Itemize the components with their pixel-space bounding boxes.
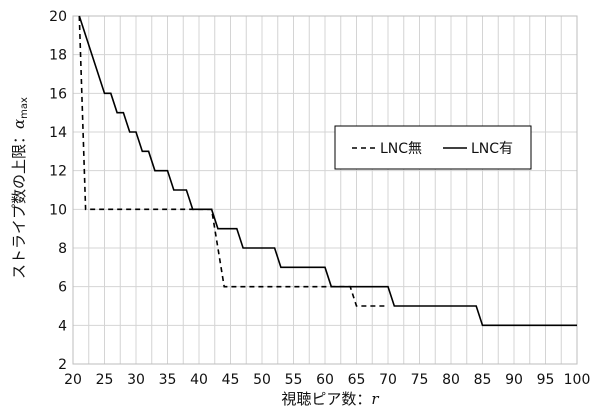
series-line-lnc-mu xyxy=(78,15,388,307)
y-tick-label: 8 xyxy=(58,241,67,257)
x-tick-label: 80 xyxy=(442,372,460,388)
y-tick-label: 18 xyxy=(49,48,67,64)
y-axis-label-sub: max xyxy=(19,97,30,119)
x-tick-label: 60 xyxy=(316,372,334,388)
legend: LNC無 LNC有 xyxy=(334,125,532,170)
x-tick-label: 65 xyxy=(348,372,366,388)
x-axis-label-var: r xyxy=(371,390,379,408)
x-axis-ticks: 20 25 30 35 40 45 50 55 60 65 70 75 80 85 90 95 100 xyxy=(64,372,590,388)
y-axis-ticks: 2 4 6 8 10 12 14 16 18 20 xyxy=(49,9,67,373)
y-tick-label: 4 xyxy=(58,318,67,334)
x-tick-label: 75 xyxy=(411,372,429,388)
x-tick-label: 30 xyxy=(127,372,145,388)
x-tick-label: 50 xyxy=(253,372,271,388)
legend-label-lnc-mu: LNC無 xyxy=(380,141,422,157)
y-tick-label: 10 xyxy=(49,202,67,218)
x-tick-label: 90 xyxy=(505,372,523,388)
x-tick-label: 45 xyxy=(222,372,240,388)
y-axis-label-var: α xyxy=(10,119,28,129)
plot-border xyxy=(72,15,578,365)
legend-label-lnc-yu: LNC有 xyxy=(471,141,513,157)
grid xyxy=(72,15,578,365)
y-tick-label: 2 xyxy=(58,357,67,373)
x-tick-label: 25 xyxy=(96,372,114,388)
y-tick-label: 16 xyxy=(49,86,67,102)
series-lines xyxy=(78,15,577,327)
series-line-lnc-yu xyxy=(78,15,577,327)
legend-box xyxy=(334,125,532,170)
x-axis-label: 視聴ピア数：r xyxy=(281,390,379,408)
x-tick-label: 85 xyxy=(474,372,492,388)
y-tick-label: 20 xyxy=(49,9,67,25)
x-tick-label: 40 xyxy=(190,372,208,388)
y-tick-label: 12 xyxy=(49,164,67,180)
x-tick-label: 35 xyxy=(159,372,177,388)
x-tick-label: 55 xyxy=(285,372,303,388)
x-tick-label: 70 xyxy=(379,372,397,388)
x-tick-label: 20 xyxy=(64,372,82,388)
y-tick-label: 14 xyxy=(49,125,67,141)
x-tick-label: 95 xyxy=(537,372,555,388)
y-tick-label: 6 xyxy=(58,280,67,296)
y-axis-label-text: ストライプ数の上限： xyxy=(10,129,28,279)
plot-area xyxy=(72,15,578,365)
x-tick-label: 100 xyxy=(564,372,591,388)
x-axis-label-text: 視聴ピア数： xyxy=(281,390,371,408)
y-axis-label: ストライプ数の上限：αmax xyxy=(10,97,30,279)
